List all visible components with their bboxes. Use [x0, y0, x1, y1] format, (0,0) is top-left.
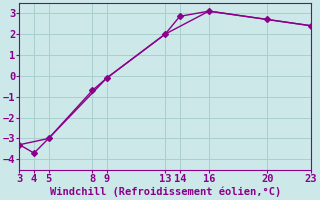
X-axis label: Windchill (Refroidissement éolien,°C): Windchill (Refroidissement éolien,°C): [50, 187, 281, 197]
